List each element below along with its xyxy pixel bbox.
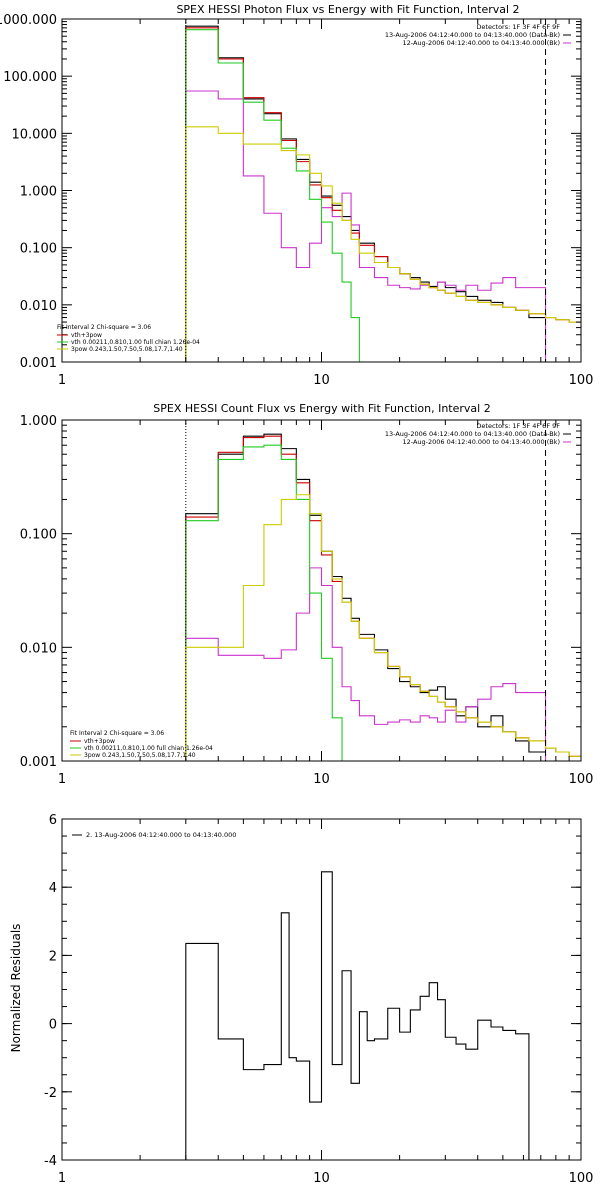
count-flux-x-tick-label: 100 — [569, 772, 594, 787]
photon-flux-y-tick-label: 1000.000 — [0, 13, 57, 28]
photon-flux-legend-bk-label: 12-Aug-2006 04:12:40.000 to 04:13:40.000… — [403, 39, 560, 47]
photon-flux-y-tick-label: 0.010 — [20, 299, 57, 314]
count-flux-panel: SPEX HESSI Count Flux vs Energy with Fit… — [20, 402, 594, 787]
count-flux-plot-area: 1 10 100 0.001 0.010 0.100 1.000 — [20, 414, 594, 787]
photon-flux-series-bk — [185, 90, 547, 362]
count-flux-series-group — [185, 433, 581, 761]
photon-flux-x-tick-label: 100 — [569, 373, 594, 388]
residuals-y-tick-label: 2 — [49, 949, 57, 964]
residuals-y-tick-label: 6 — [49, 813, 57, 828]
photon-flux-legend-3pow-label: 3pow 0.243,1.50,7.50,5.08,17.7,1.40 — [71, 346, 183, 353]
residuals-panel: Normalized Residuals 1 10 100 -4 -2 0 2 4 6 2. 1… — [9, 813, 593, 1186]
residuals-y-tick-label: 0 — [49, 1018, 57, 1033]
photon-flux-panel: SPEX HESSI Photon Flux vs Energy with Fi… — [0, 3, 593, 388]
photon-flux-series-group — [185, 25, 581, 362]
count-flux-legend-detectors: Detectors: 1F 3F 4F 6F 9F — [476, 422, 560, 430]
photon-flux-x-tick-label: 10 — [313, 373, 330, 388]
photon-flux-y-tick-label: 0.001 — [20, 356, 57, 371]
residuals-y-tick-label: -4 — [44, 1154, 57, 1169]
photon-flux-plot-area: 1 10 100 0.001 0.010 0.100 1.000 10.000 100.000 1… — [0, 13, 593, 388]
photon-flux-y-tick-label: 10.000 — [12, 127, 58, 142]
residuals-legend: 2. 13-Aug-2006 04:12:40.000 to 04:13:40.… — [72, 831, 236, 839]
count-flux-y-tick-label: 0.010 — [20, 641, 57, 656]
residuals-x-tick-label: 100 — [569, 1171, 594, 1186]
count-flux-legend-fit-header: Fit Interval 2 Chi-square = 3.06 — [70, 730, 164, 737]
photon-flux-series-3pow — [185, 126, 581, 362]
residuals-y-tick-label: 4 — [49, 881, 57, 896]
count-flux-x-tick-label: 10 — [313, 772, 330, 787]
photon-flux-legend-vth3pow-label: vth+3pow — [71, 332, 102, 339]
residuals-ylabel: Normalized Residuals — [9, 924, 23, 1053]
residuals-legend-label: 2. 13-Aug-2006 04:12:40.000 to 04:13:40.… — [86, 831, 236, 839]
count-flux-legend-vth3pow-label: vth+3pow — [84, 738, 115, 745]
count-flux-y-tick-label: 0.100 — [20, 528, 57, 543]
count-flux-series-3pow — [185, 494, 581, 761]
count-flux-series-vth — [185, 444, 343, 761]
photon-flux-series-vth — [185, 29, 360, 362]
residuals-plot-area: 1 10 100 -4 -2 0 2 4 6 — [44, 813, 593, 1186]
photon-flux-y-tick-label: 1.000 — [20, 185, 57, 200]
count-flux-y-tick-label: 0.001 — [20, 755, 57, 770]
residuals-x-tick-label: 1 — [58, 1171, 66, 1186]
count-flux-legend-bk-label: 12-Aug-2006 04:12:40.000 to 04:13:40.000… — [403, 438, 560, 446]
photon-flux-legend-data-label: 13-Aug-2006 04:12:40.000 to 04:13:40.000… — [385, 31, 560, 39]
photon-flux-legend-fit-header: Fit Interval 2 Chi-square = 3.06 — [57, 324, 151, 331]
photon-flux-legend-detectors: Detectors: 1F 3F 4F 6F 9F — [476, 23, 560, 31]
residuals-series-0 — [185, 871, 530, 1160]
residuals-series-group — [185, 871, 530, 1160]
photon-flux-x-tick-label: 1 — [58, 373, 66, 388]
count-flux-legend-bottom: Fit Interval 2 Chi-square = 3.06 vth+3po… — [70, 730, 213, 759]
count-flux-series-bk — [185, 567, 547, 761]
residuals-x-tick-label: 10 — [313, 1171, 330, 1186]
count-flux-y-tick-label: 1.000 — [20, 414, 57, 429]
count-flux-legend-data-label: 13-Aug-2006 04:12:40.000 to 04:13:40.000… — [385, 430, 560, 438]
count-flux-legend-top: Detectors: 1F 3F 4F 6F 9F 13-Aug-2006 04… — [385, 422, 571, 446]
photon-flux-title: SPEX HESSI Photon Flux vs Energy with Fi… — [176, 3, 519, 16]
count-flux-title: SPEX HESSI Count Flux vs Energy with Fit… — [153, 402, 490, 415]
count-flux-legend-vth-label: vth 0.00211,0.810,1.00 full chian 1.26e-… — [84, 745, 213, 752]
photon-flux-legend-top: Detectors: 1F 3F 4F 6F 9F 13-Aug-2006 04… — [385, 23, 571, 47]
photon-flux-y-tick-label: 0.100 — [20, 242, 57, 257]
count-flux-legend-3pow-label: 3pow 0.243,1.50,7.50,5.08,17.7,1.40 — [84, 752, 196, 759]
photon-flux-legend-bottom: Fit Interval 2 Chi-square = 3.06 vth+3po… — [57, 324, 200, 353]
photon-flux-y-tick-label: 100.000 — [3, 70, 57, 85]
count-flux-x-tick-label: 1 — [58, 772, 66, 787]
residuals-y-tick-label: -2 — [44, 1086, 57, 1101]
photon-flux-legend-vth-label: vth 0.00211,0.810,1.00 full chian 1.26e-… — [71, 339, 200, 346]
